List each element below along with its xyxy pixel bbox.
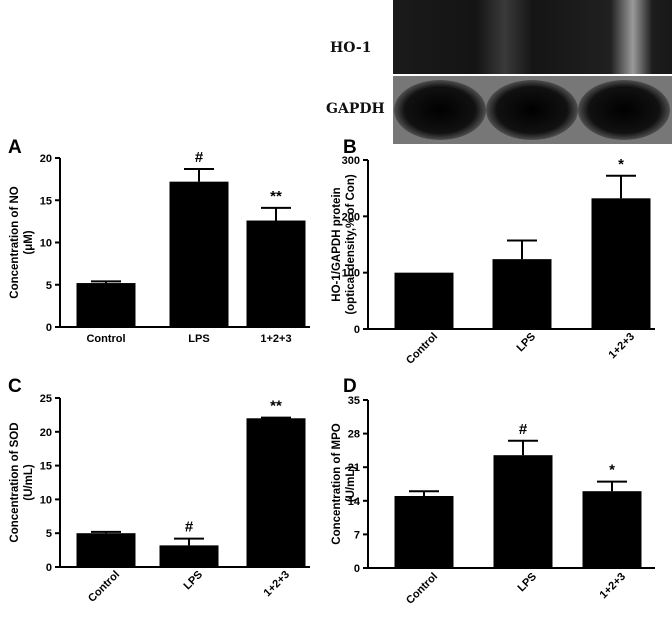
western-blot: HO-1 GAPDH <box>326 0 672 144</box>
y-axis-title: Concentration of SOD <box>9 422 21 542</box>
panel-letter: D <box>343 376 357 397</box>
category-label: LPS <box>515 571 539 595</box>
gapdh-band-1 <box>394 80 486 140</box>
chart-panel-d: D 0 7 14 21 28 35 Concentration of MPO (U/mL) Con… <box>331 376 655 607</box>
bar <box>394 272 454 329</box>
significance-mark: * <box>618 156 624 173</box>
blot-ho1-strip <box>393 0 672 74</box>
y-tick-label: 10 <box>40 238 52 250</box>
y-tick-label: 5 <box>46 280 52 292</box>
bar <box>246 220 306 327</box>
y-tick-label: 20 <box>40 153 52 165</box>
y-tick-label: 200 <box>342 211 360 223</box>
bar <box>159 545 219 567</box>
y-tick-label: 10 <box>40 494 52 506</box>
bar <box>492 259 552 329</box>
category-label: LPS <box>181 569 205 593</box>
y-tick-label: 20 <box>40 427 52 439</box>
y-axis-title: (U/mL) <box>345 466 357 503</box>
y-axis-title: (μM) <box>23 230 35 254</box>
y-tick-label: 0 <box>354 563 360 575</box>
y-tick-label: 21 <box>348 462 360 474</box>
gapdh-band-2 <box>486 80 578 140</box>
y-tick-label: 0 <box>46 322 52 334</box>
bar <box>76 283 136 327</box>
significance-mark: ** <box>270 398 282 415</box>
category-label: 1+2+3 <box>598 571 629 602</box>
bar <box>76 533 136 567</box>
gapdh-band-3 <box>578 80 670 140</box>
y-tick-label: 0 <box>354 324 360 336</box>
bar <box>582 491 642 568</box>
category-label: 1+2+3 <box>260 333 291 345</box>
bar <box>169 181 229 327</box>
y-axis-title: HO-1/GAPDH protein <box>331 187 343 301</box>
panel-letter: A <box>8 137 22 158</box>
y-axis-title: (U/mL) <box>23 464 35 501</box>
y-tick-label: 35 <box>348 395 360 407</box>
y-tick-label: 300 <box>342 155 360 167</box>
category-label: 1+2+3 <box>607 331 638 362</box>
y-tick-label: 15 <box>40 195 52 207</box>
category-label: Control <box>86 333 125 345</box>
chart-panel-a: A 0 5 10 15 20 Concentration of NO (μM) Control #… <box>8 137 310 345</box>
y-tick-label: 7 <box>354 529 360 541</box>
bar <box>394 496 454 568</box>
y-tick-label: 5 <box>46 528 52 540</box>
bar <box>493 455 553 568</box>
panel-letter: C <box>8 376 22 397</box>
category-label: Control <box>404 571 440 607</box>
significance-mark: * <box>609 462 615 479</box>
significance-mark: # <box>185 519 194 536</box>
bar <box>591 198 651 329</box>
category-label: LPS <box>188 333 209 345</box>
category-label: Control <box>86 569 122 605</box>
panel-letter: B <box>343 137 357 158</box>
chart-panel-b: B 0 100 200 300 HO-1/GAPDH protein (optical de… <box>331 137 655 367</box>
significance-mark: # <box>195 149 204 166</box>
y-axis-title: Concentration of NO <box>9 186 21 298</box>
y-tick-label: 25 <box>40 393 52 405</box>
category-label: LPS <box>514 331 538 355</box>
y-tick-label: 14 <box>348 496 361 508</box>
y-tick-label: 15 <box>40 461 52 473</box>
y-axis-title: Concentration of MPO <box>331 423 343 544</box>
y-tick-label: 0 <box>46 562 52 574</box>
blot-label-gapdh: GAPDH <box>326 101 385 117</box>
y-tick-label: 100 <box>342 268 360 280</box>
blot-label-ho1: HO-1 <box>330 40 372 56</box>
y-axis-title: (optical density,% of Con) <box>345 174 357 315</box>
bar <box>246 418 306 567</box>
significance-mark: # <box>519 421 528 438</box>
y-tick-label: 28 <box>348 429 360 441</box>
chart-panel-c: C 0 5 10 15 20 25 Concentration of SOD (U/mL) Con… <box>8 376 310 605</box>
category-label: Control <box>404 331 440 367</box>
category-label: 1+2+3 <box>262 569 293 600</box>
significance-mark: ** <box>270 188 282 205</box>
